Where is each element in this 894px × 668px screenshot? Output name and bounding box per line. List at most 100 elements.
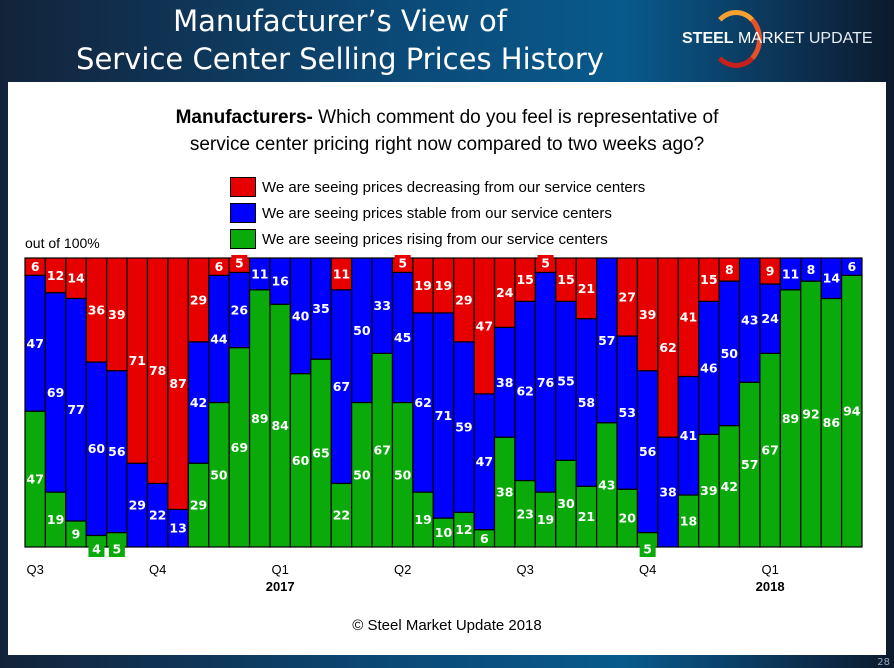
data-label-rising: 60	[292, 453, 310, 468]
title-line-1: Manufacturer’s View of	[173, 4, 507, 38]
data-label-decreasing: 9	[766, 264, 775, 279]
x-year-label: 2017	[266, 579, 295, 594]
question-bold: Manufacturers-	[175, 107, 313, 128]
data-label-rising: 50	[210, 467, 228, 482]
title-line-2: Service Center Selling Prices History	[76, 42, 604, 76]
data-label-decreasing: 15	[516, 272, 533, 287]
y-axis-label: out of 100%	[25, 235, 100, 251]
legend-item-stable: We are seeing prices stable from our ser…	[230, 200, 645, 226]
data-label-decreasing: 11	[333, 266, 350, 281]
data-label-stable: 57	[598, 333, 615, 348]
data-label-decreasing: 39	[108, 307, 125, 322]
slide-panel: Manufacturers- Which comment do you feel…	[8, 82, 886, 655]
data-label-rising: 19	[414, 512, 431, 527]
data-label-rising: 6	[480, 531, 489, 546]
data-label-stable: 62	[414, 395, 431, 410]
data-label-rising: 12	[455, 522, 472, 537]
legend-swatch-blue	[230, 203, 256, 223]
data-label-decreasing: 19	[414, 278, 431, 293]
data-label-decreasing: 5	[398, 256, 407, 271]
logo-text-update: UPDATE	[808, 30, 873, 47]
data-label-rising: 57	[741, 457, 758, 472]
data-label-stable: 62	[516, 383, 533, 398]
data-label-decreasing: 27	[619, 290, 636, 305]
legend-swatch-green	[230, 229, 256, 249]
x-tick-label: Q4	[639, 562, 656, 577]
data-label-rising: 84	[271, 418, 289, 433]
data-label-rising: 69	[231, 440, 248, 455]
data-label-decreasing: 29	[455, 292, 472, 307]
data-label-rising: 50	[353, 467, 371, 482]
data-label-decreasing: 6	[31, 259, 40, 274]
data-label-box	[639, 541, 656, 557]
data-label-stable: 26	[231, 303, 249, 318]
data-label-rising: 10	[435, 525, 453, 540]
data-label-rising: 43	[598, 477, 615, 492]
data-label-stable: 59	[455, 420, 472, 435]
data-label-rising: 47	[27, 472, 44, 487]
data-label-decreasing: 5	[235, 256, 244, 271]
data-label-stable: 40	[292, 308, 310, 323]
data-label-stable: 33	[374, 298, 391, 313]
data-label-decreasing: 29	[190, 292, 207, 307]
data-label-stable: 45	[394, 330, 411, 345]
data-label-decreasing: 8	[725, 262, 734, 277]
question-line-2: service center pricing right now compare…	[189, 134, 705, 155]
data-label-stable: 50	[721, 346, 739, 361]
data-label-decreasing: 41	[680, 310, 697, 325]
data-label-stable: 38	[659, 485, 676, 500]
slide-title: Manufacturer’s View of Service Center Se…	[60, 2, 620, 78]
data-label-decreasing: 62	[659, 340, 676, 355]
stacked-bar-chart: 4747619691297714460365563929712278138729…	[24, 255, 863, 594]
x-tick-label: Q4	[149, 562, 166, 577]
data-label-stable: 53	[619, 405, 636, 420]
data-label-rising: 89	[251, 411, 268, 426]
logo-text-steel: STEEL	[682, 30, 734, 47]
x-tick-label: Q3	[27, 562, 44, 577]
data-label-stable: 69	[47, 385, 64, 400]
logo-arc-icon	[710, 10, 762, 68]
data-label-stable: 35	[312, 301, 329, 316]
data-label-decreasing: 19	[435, 278, 452, 293]
data-label-decreasing: 47	[476, 318, 493, 333]
data-label-rising: 92	[802, 407, 819, 422]
data-label-rising: 67	[374, 443, 391, 458]
data-label-rising: 65	[312, 446, 329, 461]
data-label-stable: 29	[129, 498, 146, 513]
data-label-decreasing: 12	[47, 268, 64, 283]
data-label-stable: 11	[251, 266, 268, 281]
data-label-rising: 20	[619, 511, 637, 526]
data-label-stable: 67	[333, 379, 350, 394]
data-label-stable: 42	[190, 395, 207, 410]
data-label-rising: 94	[843, 404, 861, 419]
data-label-rising: 89	[782, 411, 799, 426]
logo-text-market: MARKET	[738, 30, 805, 47]
x-tick-label: Q1	[761, 562, 778, 577]
data-label-decreasing: 6	[215, 259, 224, 274]
data-label-stable: 22	[149, 508, 166, 523]
data-label-stable: 38	[496, 375, 513, 390]
x-year-label: 2018	[756, 579, 785, 594]
data-label-rising: 19	[537, 512, 554, 527]
x-tick-label: Q2	[394, 562, 411, 577]
data-label-stable: 55	[557, 373, 574, 388]
data-label-stable: 56	[108, 444, 126, 459]
data-label-rising: 23	[516, 506, 533, 521]
data-label-stable: 46	[700, 360, 718, 375]
data-label-stable: 13	[169, 521, 186, 536]
data-label-stable: 76	[537, 375, 555, 390]
data-label-rising: 5	[643, 542, 652, 557]
chart-question: Manufacturers- Which comment do you feel…	[8, 104, 886, 158]
question-line-1: Which comment do you feel is representat…	[312, 107, 719, 128]
data-label-rising: 19	[47, 512, 64, 527]
legend-label: We are seeing prices rising from our ser…	[262, 230, 608, 248]
page-number: 28	[877, 657, 890, 668]
data-label-rising: 50	[394, 467, 412, 482]
data-label-rising: 42	[721, 479, 738, 494]
data-label-decreasing: 39	[639, 307, 656, 322]
data-label-stable: 24	[761, 311, 779, 326]
data-label-stable: 58	[578, 395, 595, 410]
data-label-box	[537, 255, 554, 271]
bar-segment-stable	[840, 257, 863, 276]
legend-swatch-red	[230, 177, 256, 197]
